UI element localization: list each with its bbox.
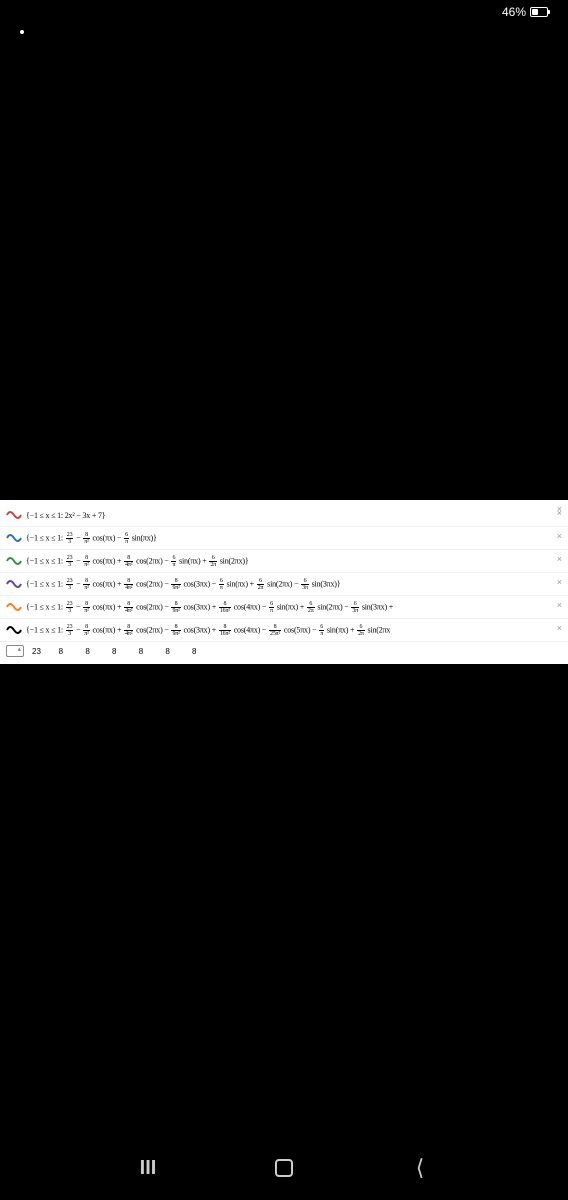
equation-row-2[interactable]: {−1 ≤ x ≤ 1: 233 − 8π² cos(πx) + 84π² co… [0, 550, 568, 573]
equation-row-3[interactable]: {−1 ≤ x ≤ 1: 233 − 8π² cos(πx) + 84π² co… [0, 573, 568, 596]
equation-text[interactable]: {−1 ≤ x ≤ 1: 233 − 8π² cos(πx) + 84π² co… [26, 624, 390, 637]
equation-row-5[interactable]: {−1 ≤ x ≤ 1: 233 − 8π² cos(πx) + 84π² co… [0, 619, 568, 642]
equation-text[interactable]: {−1 ≤ x ≤ 1: 2x² − 3x + 7} [26, 511, 105, 520]
wave-icon[interactable] [6, 599, 22, 615]
battery-percentage: 46% [502, 5, 526, 19]
equation-row-0[interactable]: {−1 ≤ x ≤ 1: 2x² − 3x + 7} × [0, 504, 568, 527]
wave-icon[interactable] [6, 530, 22, 546]
equation-text[interactable]: {−1 ≤ x ≤ 1: 233 − 8π² cos(πx) − 6π sin(… [26, 532, 157, 545]
close-icon[interactable]: × [557, 600, 562, 610]
equation-text[interactable]: {−1 ≤ x ≤ 1: 233 − 8π² cos(πx) + 84π² co… [26, 601, 393, 614]
close-icon[interactable]: × [557, 531, 562, 541]
wave-icon[interactable] [6, 553, 22, 569]
wave-icon[interactable] [6, 507, 22, 523]
keyboard-icon[interactable] [6, 645, 24, 657]
equation-text[interactable]: {−1 ≤ x ≤ 1: 233 − 8π² cos(πx) + 84π² co… [26, 578, 340, 591]
notification-dot [20, 30, 24, 34]
close-icon[interactable]: × [557, 623, 562, 633]
recent-apps-button[interactable]: III [136, 1156, 160, 1180]
equation-row-1[interactable]: {−1 ≤ x ≤ 1: 233 − 8π² cos(πx) − 6π sin(… [0, 527, 568, 550]
wave-icon[interactable] [6, 576, 22, 592]
home-button[interactable] [272, 1156, 296, 1180]
partial-text: 23 8 8 8 8 8 8 [32, 647, 197, 656]
equation-panel: {−1 ≤ x ≤ 1: 2x² − 3x + 7}×{−1 ≤ x ≤ 1: … [0, 500, 568, 664]
partial-equation-row[interactable]: 23 8 8 8 8 8 8× [0, 642, 568, 660]
battery-icon [530, 7, 548, 17]
status-bar: 46% [0, 0, 568, 24]
close-icon[interactable]: × [557, 504, 562, 514]
battery-fill [532, 9, 538, 15]
wave-icon[interactable] [6, 622, 22, 638]
equation-text[interactable]: {−1 ≤ x ≤ 1: 233 − 8π² cos(πx) + 84π² co… [26, 555, 249, 568]
equation-row-4[interactable]: {−1 ≤ x ≤ 1: 233 − 8π² cos(πx) + 84π² co… [0, 596, 568, 619]
navigation-bar: III ⟨ [0, 1156, 568, 1180]
back-button[interactable]: ⟨ [408, 1156, 432, 1180]
close-icon[interactable]: × [557, 577, 562, 587]
close-icon[interactable]: × [557, 554, 562, 564]
